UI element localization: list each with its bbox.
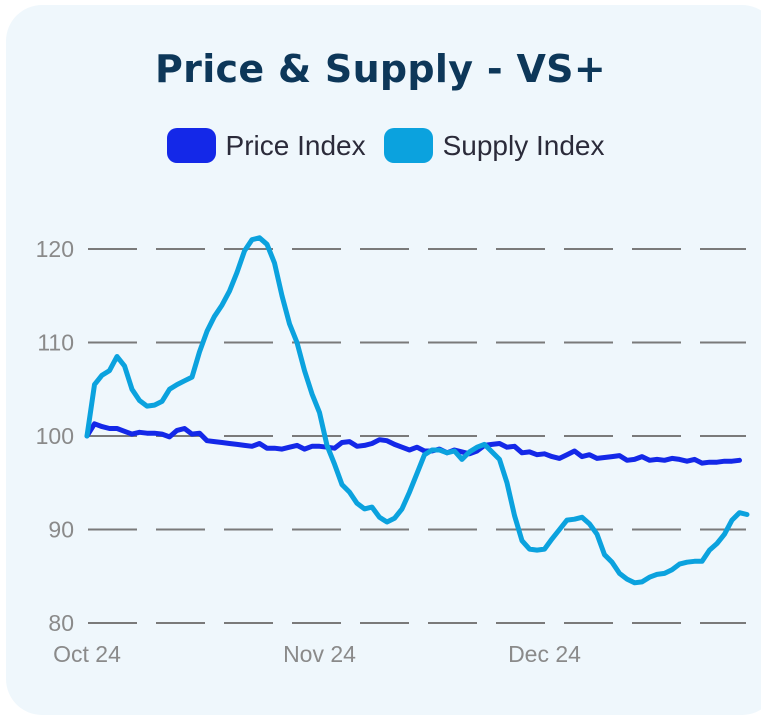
legend-swatch-price-index — [166, 128, 216, 163]
y-tick-label-110: 110 — [37, 330, 74, 356]
series-line-price-index[interactable] — [84, 421, 742, 466]
series-lines — [84, 235, 750, 586]
series-line-supply-index[interactable] — [84, 235, 750, 586]
x-tick-label-0: Oct 24 — [53, 641, 121, 667]
y-tick-label-120: 120 — [36, 236, 74, 262]
y-tick-label-80: 80 — [48, 610, 74, 636]
y-axis-ticks: 80 90 100 110 120 — [36, 236, 74, 636]
legend-item-price-index[interactable]: Price Index — [166, 128, 366, 163]
legend-label-supply-index: Supply Index — [442, 129, 605, 161]
legend-swatch-supply-index — [383, 128, 433, 163]
legend-label-price-index: Price Index — [225, 129, 366, 161]
chart-card — [6, 5, 761, 715]
x-tick-label-2: Dec 24 — [508, 641, 581, 667]
legend: Price Index Supply Index — [0, 128, 761, 163]
chart-title: Price & Supply - VS+ — [155, 47, 606, 91]
y-tick-label-90: 90 — [48, 517, 74, 543]
x-axis-ticks: Oct 24 Nov 24 Dec 24 — [53, 641, 581, 667]
legend-item-supply-index[interactable]: Supply Index — [383, 128, 605, 163]
grid-lines — [88, 248, 746, 624]
x-tick-label-1: Nov 24 — [283, 641, 356, 667]
y-tick-label-100: 100 — [36, 423, 74, 449]
